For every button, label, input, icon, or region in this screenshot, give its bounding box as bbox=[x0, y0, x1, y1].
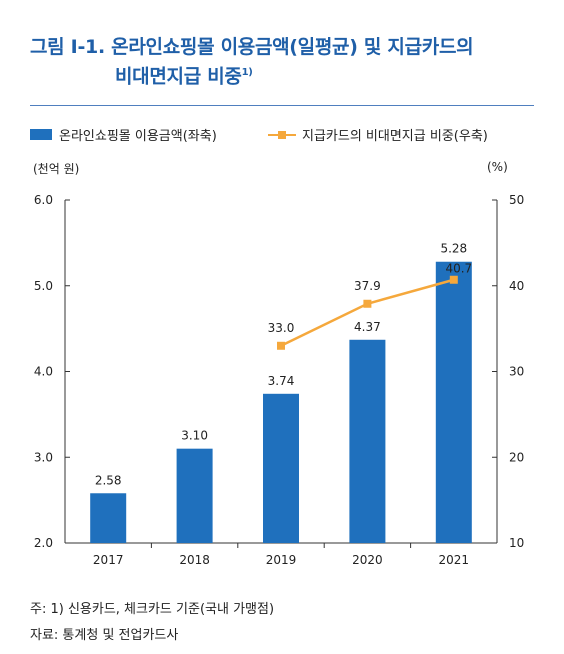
left-tick-label: 4.0 bbox=[34, 365, 53, 379]
bar bbox=[349, 339, 386, 543]
legend-line-swatch bbox=[268, 128, 296, 142]
line-point bbox=[449, 275, 458, 284]
legend-item-line: 지급카드의 비대면지급 비중(우축) bbox=[268, 125, 488, 144]
x-tick-label: 2021 bbox=[439, 553, 470, 567]
right-tick-label: 10 bbox=[509, 536, 524, 550]
line-data-label: 40.7 bbox=[445, 262, 472, 276]
title-footnote-mark: 1) bbox=[241, 67, 253, 78]
chart-title: 그림 I-1. 온라인쇼핑몰 이용금액(일평균) 및 지급카드의 비대면지급 비… bbox=[30, 34, 540, 89]
x-tick-label: 2019 bbox=[266, 553, 297, 567]
line-data-label: 33.0 bbox=[268, 321, 295, 335]
chart-legend: 온라인쇼핑몰 이용금액(좌축) 지급카드의 비대면지급 비중(우축) bbox=[30, 125, 540, 145]
left-tick-label: 5.0 bbox=[34, 279, 53, 293]
bar bbox=[263, 393, 299, 543]
right-axis-unit: (%) bbox=[487, 160, 508, 174]
line-point bbox=[277, 341, 285, 350]
bar-data-label: 2.58 bbox=[95, 473, 122, 487]
legend-line-label: 지급카드의 비대면지급 비중(우축) bbox=[302, 129, 488, 144]
footnote-note: 주: 1) 신용카드, 체크카드 기준(국내 가맹점) bbox=[30, 602, 275, 617]
bar bbox=[176, 448, 213, 543]
bar bbox=[435, 261, 472, 543]
x-tick-label: 2017 bbox=[93, 553, 124, 567]
right-tick-label: 50 bbox=[509, 193, 524, 207]
bar-data-label: 3.10 bbox=[181, 429, 208, 443]
line-data-label: 37.9 bbox=[354, 279, 381, 293]
right-tick-label: 40 bbox=[509, 279, 524, 293]
left-tick-label: 6.0 bbox=[34, 193, 53, 207]
line-point bbox=[363, 299, 372, 308]
legend-bar-swatch bbox=[30, 129, 52, 140]
legend-bar-label: 온라인쇼핑몰 이용금액(좌축) bbox=[59, 129, 217, 144]
footnote-source: 자료: 통계청 및 전업카드사 bbox=[30, 628, 179, 643]
bar bbox=[90, 493, 127, 543]
bar-data-label: 5.28 bbox=[440, 242, 467, 256]
bar-data-label: 3.74 bbox=[268, 374, 295, 388]
x-tick-label: 2018 bbox=[179, 553, 210, 567]
legend-item-bar: 온라인쇼핑몰 이용금액(좌축) bbox=[30, 125, 217, 144]
chart-title-line-1: 그림 I-1. 온라인쇼핑몰 이용금액(일평균) 및 지급카드의 bbox=[30, 36, 474, 58]
chart-title-line-2: 비대면지급 비중1) bbox=[30, 60, 540, 89]
x-tick-label: 2020 bbox=[352, 553, 383, 567]
title-divider bbox=[30, 105, 534, 106]
left-tick-label: 2.0 bbox=[34, 536, 53, 550]
right-tick-label: 20 bbox=[509, 450, 524, 464]
bar-data-label: 4.37 bbox=[354, 320, 381, 334]
chart-title-text-2: 비대면지급 비중 bbox=[115, 65, 242, 88]
right-tick-label: 30 bbox=[509, 365, 524, 379]
left-axis-unit: (천억 원) bbox=[33, 162, 80, 176]
left-tick-label: 3.0 bbox=[34, 450, 53, 464]
